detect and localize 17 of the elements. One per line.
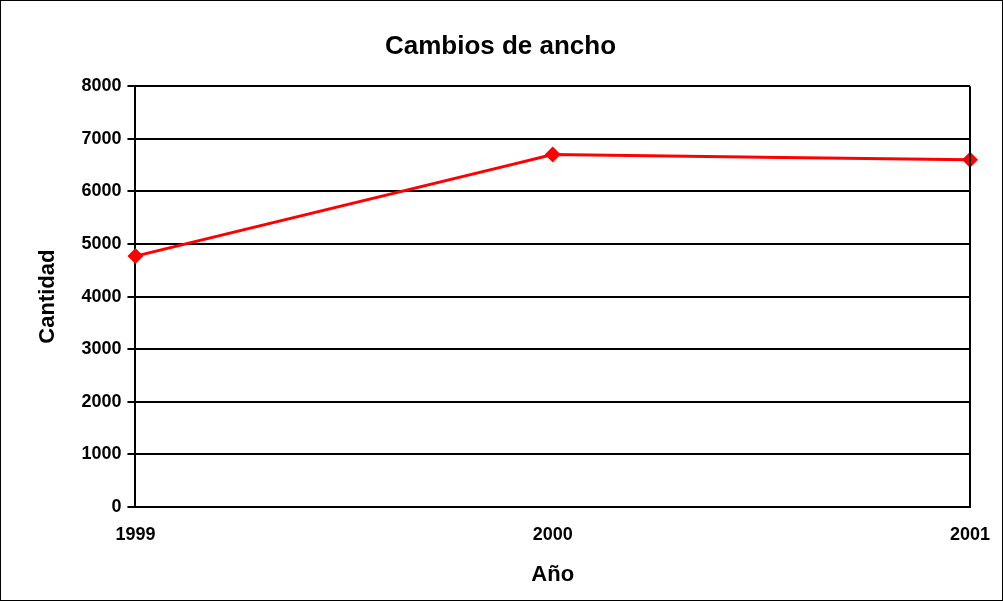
y-tick-label: 5000: [81, 232, 122, 253]
y-axis-title: Cantidad: [34, 249, 60, 344]
x-axis-title: Año: [531, 560, 575, 586]
y-tick-label: 2000: [81, 390, 122, 411]
y-tick-label: 3000: [81, 338, 122, 359]
y-tick-label: 0: [111, 495, 122, 516]
y-tick-label: 7000: [81, 127, 122, 148]
y-tick-label: 1000: [81, 443, 122, 464]
point: [127, 248, 144, 265]
chart-title: Cambios de ancho: [384, 29, 617, 60]
y-tick-label: 6000: [81, 180, 122, 201]
y-tick-label: 8000: [81, 75, 122, 96]
x-tick-label: 2000: [532, 523, 573, 544]
x-tick-label: 2001: [949, 523, 991, 544]
y-tick-label: 4000: [81, 285, 122, 306]
x-tick-label: 1999: [115, 523, 156, 544]
point: [544, 146, 561, 163]
